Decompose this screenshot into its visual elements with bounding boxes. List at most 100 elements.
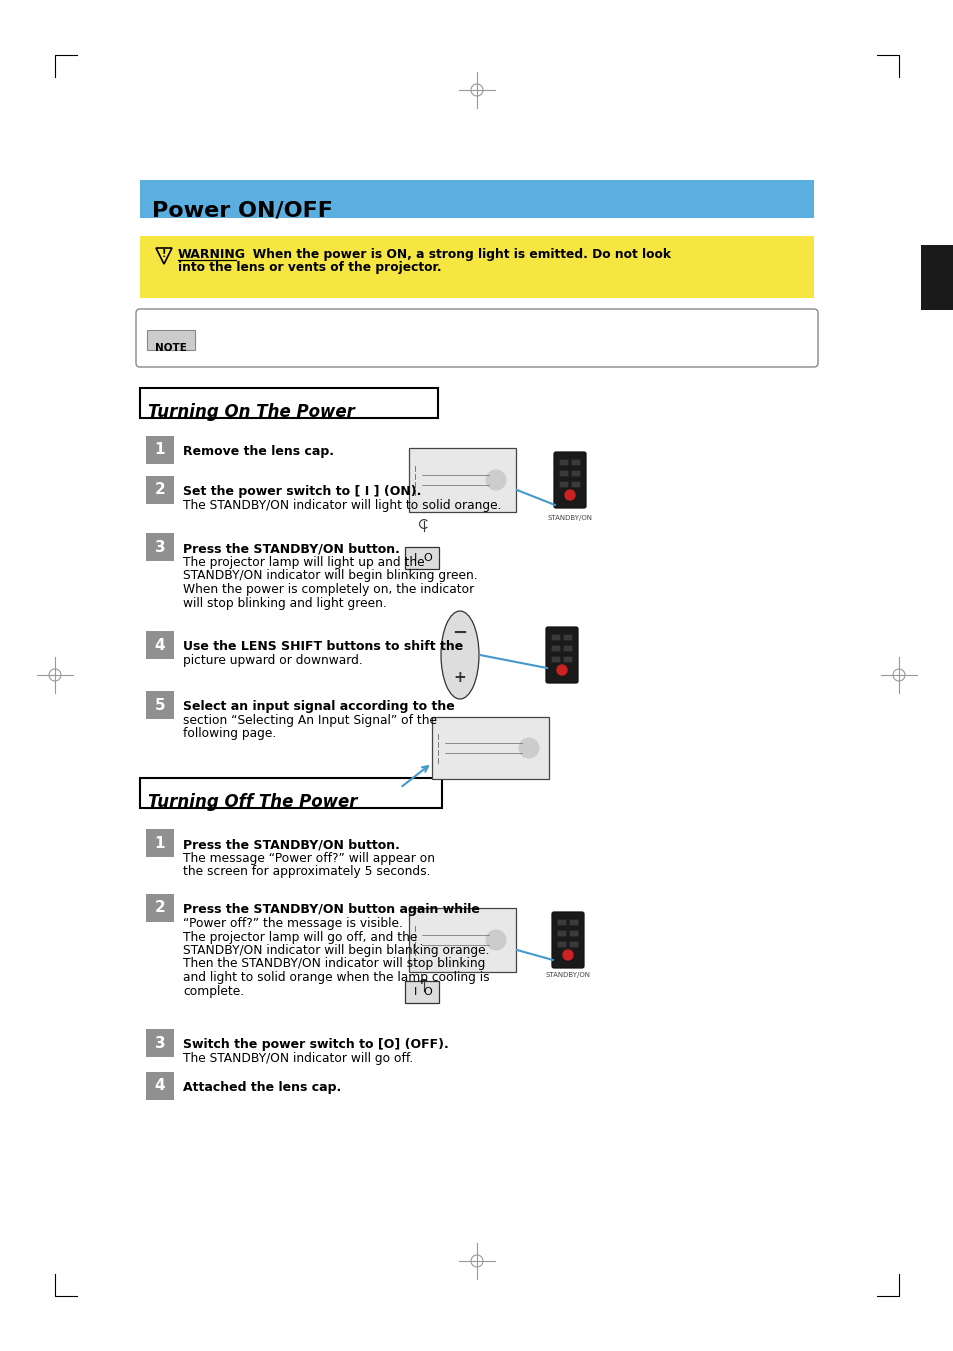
Text: section “Selecting An Input Signal” of the: section “Selecting An Input Signal” of t… — [183, 713, 436, 727]
FancyBboxPatch shape — [563, 657, 572, 662]
Text: Then the STANDBY/ON indicator will stop blinking: Then the STANDBY/ON indicator will stop … — [183, 958, 485, 970]
Text: Press the STANDBY/ON button.: Press the STANDBY/ON button. — [183, 542, 399, 555]
Text: into the lens or vents of the projector.: into the lens or vents of the projector. — [178, 261, 441, 274]
FancyBboxPatch shape — [146, 830, 173, 857]
FancyBboxPatch shape — [545, 627, 578, 684]
Text: the screen for approximately 5 seconds.: the screen for approximately 5 seconds. — [183, 866, 430, 878]
FancyBboxPatch shape — [569, 920, 578, 925]
Circle shape — [562, 974, 573, 984]
FancyBboxPatch shape — [146, 894, 173, 921]
FancyBboxPatch shape — [558, 470, 568, 477]
FancyBboxPatch shape — [569, 931, 578, 936]
Text: Switch the power switch to [O] (OFF).: Switch the power switch to [O] (OFF). — [183, 1038, 448, 1051]
Text: will stop blinking and light green.: will stop blinking and light green. — [183, 597, 386, 609]
FancyBboxPatch shape — [920, 245, 953, 309]
Text: Use the LENS SHIFT buttons to shift the: Use the LENS SHIFT buttons to shift the — [183, 640, 463, 653]
FancyBboxPatch shape — [563, 646, 572, 651]
Text: 4: 4 — [154, 1078, 165, 1093]
Text: O: O — [423, 988, 432, 997]
Circle shape — [416, 516, 432, 532]
Text: 3: 3 — [154, 1035, 165, 1051]
FancyBboxPatch shape — [557, 942, 566, 947]
FancyBboxPatch shape — [571, 459, 579, 466]
Ellipse shape — [440, 611, 478, 698]
Text: I: I — [414, 988, 417, 997]
FancyBboxPatch shape — [551, 657, 560, 662]
Circle shape — [518, 738, 538, 758]
Text: The projector lamp will light up and the: The projector lamp will light up and the — [183, 557, 424, 569]
Polygon shape — [156, 249, 172, 263]
Circle shape — [564, 490, 575, 500]
Text: The projector lamp will go off, and the: The projector lamp will go off, and the — [183, 931, 417, 943]
FancyBboxPatch shape — [551, 646, 560, 651]
Text: following page.: following page. — [183, 727, 276, 740]
Text: STANDBY/ON: STANDBY/ON — [545, 971, 590, 978]
FancyBboxPatch shape — [146, 436, 173, 463]
Text: The STANDBY/ON indicator will light to solid orange.: The STANDBY/ON indicator will light to s… — [183, 499, 501, 512]
Text: Turning Off The Power: Turning Off The Power — [148, 793, 357, 811]
FancyBboxPatch shape — [571, 470, 579, 477]
Circle shape — [564, 517, 575, 527]
FancyBboxPatch shape — [563, 635, 572, 640]
Text: “Power off?” the message is visible.: “Power off?” the message is visible. — [183, 917, 402, 929]
Text: and light to solid orange when the lamp cooling is: and light to solid orange when the lamp … — [183, 971, 489, 984]
Text: STANDBY/ON indicator will begin blanking orange.: STANDBY/ON indicator will begin blanking… — [183, 944, 489, 957]
Text: −: − — [452, 624, 467, 642]
Text: Power ON/OFF: Power ON/OFF — [152, 200, 333, 220]
Circle shape — [485, 470, 505, 490]
Text: When the power is ON, a strong light is emitted. Do not look: When the power is ON, a strong light is … — [240, 249, 670, 261]
FancyBboxPatch shape — [569, 942, 578, 947]
FancyBboxPatch shape — [405, 981, 438, 1002]
Text: Press the STANDBY/ON button again while: Press the STANDBY/ON button again while — [183, 902, 479, 916]
Text: !: ! — [162, 249, 166, 259]
Text: The message “Power off?” will appear on: The message “Power off?” will appear on — [183, 852, 435, 865]
Text: 4: 4 — [154, 638, 165, 653]
Text: The STANDBY/ON indicator will go off.: The STANDBY/ON indicator will go off. — [183, 1052, 413, 1065]
Circle shape — [562, 950, 573, 961]
FancyBboxPatch shape — [147, 330, 194, 350]
Text: 2: 2 — [154, 482, 165, 497]
FancyBboxPatch shape — [140, 778, 441, 808]
FancyBboxPatch shape — [136, 309, 817, 367]
Text: 1: 1 — [154, 835, 165, 851]
Text: Set the power switch to [ I ] (ON).: Set the power switch to [ I ] (ON). — [183, 485, 421, 499]
FancyBboxPatch shape — [146, 476, 173, 504]
FancyBboxPatch shape — [146, 631, 173, 659]
Text: Press the STANDBY/ON button.: Press the STANDBY/ON button. — [183, 838, 399, 851]
FancyBboxPatch shape — [557, 920, 566, 925]
FancyBboxPatch shape — [140, 388, 437, 417]
Circle shape — [416, 975, 432, 992]
FancyBboxPatch shape — [146, 534, 173, 561]
FancyBboxPatch shape — [571, 481, 579, 488]
FancyBboxPatch shape — [146, 690, 173, 719]
FancyBboxPatch shape — [558, 459, 568, 466]
FancyBboxPatch shape — [554, 453, 585, 508]
Text: NOTE: NOTE — [155, 343, 187, 353]
Text: +: + — [453, 670, 466, 685]
FancyBboxPatch shape — [146, 1071, 173, 1100]
Text: Select an input signal according to the: Select an input signal according to the — [183, 700, 455, 713]
Text: picture upward or downward.: picture upward or downward. — [183, 654, 362, 667]
Text: O: O — [423, 553, 432, 563]
FancyBboxPatch shape — [432, 717, 548, 780]
Text: 5: 5 — [154, 697, 165, 712]
Text: Turning On The Power: Turning On The Power — [148, 403, 355, 422]
FancyBboxPatch shape — [409, 449, 516, 512]
FancyBboxPatch shape — [146, 1029, 173, 1056]
Text: complete.: complete. — [183, 985, 244, 997]
FancyBboxPatch shape — [140, 180, 813, 218]
Text: I: I — [414, 553, 417, 563]
Circle shape — [557, 665, 566, 676]
Text: STANDBY/ON: STANDBY/ON — [547, 515, 592, 521]
Text: WARNING: WARNING — [178, 249, 246, 261]
Text: STANDBY/ON indicator will begin blinking green.: STANDBY/ON indicator will begin blinking… — [183, 570, 477, 582]
FancyBboxPatch shape — [552, 912, 583, 969]
Text: 1: 1 — [154, 443, 165, 458]
Text: Remove the lens cap.: Remove the lens cap. — [183, 444, 334, 458]
Text: 2: 2 — [154, 901, 165, 916]
Circle shape — [485, 929, 505, 950]
Text: When the power is completely on, the indicator: When the power is completely on, the ind… — [183, 584, 474, 596]
FancyBboxPatch shape — [405, 547, 438, 569]
FancyBboxPatch shape — [558, 481, 568, 488]
FancyBboxPatch shape — [409, 908, 516, 971]
